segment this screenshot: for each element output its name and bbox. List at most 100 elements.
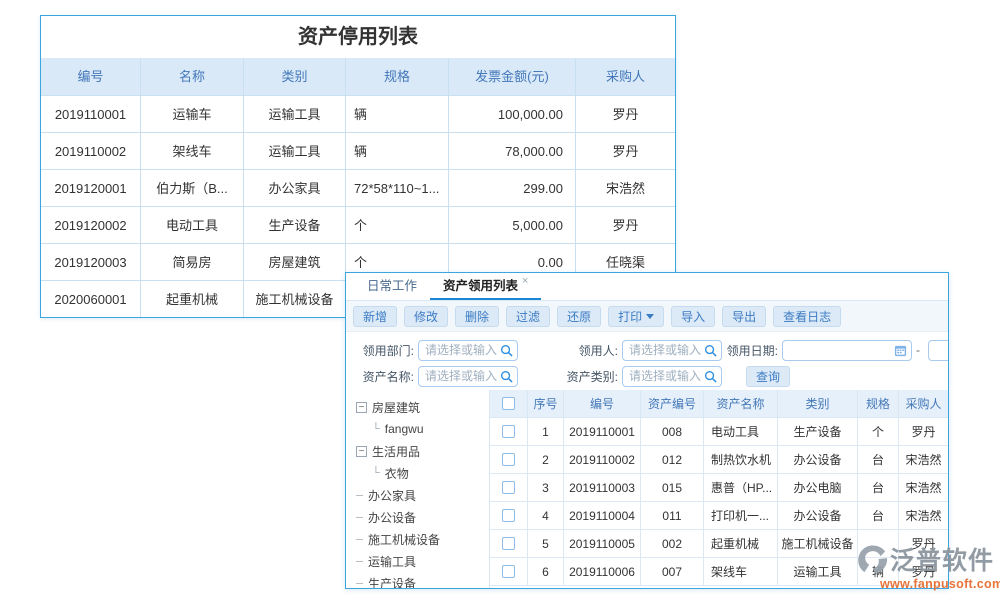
asset-category-input[interactable] bbox=[622, 365, 722, 387]
restore-button[interactable]: 还原 bbox=[557, 305, 602, 327]
asset-buyer-link[interactable]: 罗丹 bbox=[575, 206, 675, 243]
asset-name-link[interactable]: 电动工具 bbox=[703, 418, 777, 446]
buyer-link[interactable]: 罗丹 bbox=[898, 530, 948, 558]
date-from-input[interactable] bbox=[782, 339, 912, 361]
filter-button[interactable]: 过滤 bbox=[506, 305, 551, 327]
asset-name-label: 资产名称: bbox=[362, 369, 414, 384]
view-log-button[interactable]: 查看日志 bbox=[773, 305, 842, 327]
search-icon[interactable] bbox=[704, 344, 717, 357]
id-link[interactable]: 2019110002 bbox=[563, 446, 640, 474]
tree-collapse-icon[interactable]: − bbox=[356, 401, 367, 413]
search-icon[interactable] bbox=[500, 370, 513, 383]
asset-id-link[interactable]: 2019120001 bbox=[41, 169, 140, 206]
id-link[interactable]: 2019110006 bbox=[563, 558, 640, 586]
export-button[interactable]: 导出 bbox=[722, 305, 767, 327]
tab-daily-work[interactable]: 日常工作 bbox=[354, 273, 430, 300]
spec-cell: 台 bbox=[857, 502, 898, 530]
asset-category: 运输工具 bbox=[243, 132, 345, 169]
spec-cell: 辆 bbox=[857, 558, 898, 586]
button-label: 过滤 bbox=[516, 309, 541, 324]
tree-item-clothes[interactable]: └ 衣物 bbox=[372, 462, 489, 484]
asset-name-link[interactable]: 架线车 bbox=[703, 558, 777, 586]
asset-name-link[interactable]: 简易房 bbox=[140, 243, 243, 280]
asset-name-link[interactable]: 运输车 bbox=[140, 95, 243, 132]
asset-buyer-link[interactable]: 罗丹 bbox=[575, 95, 675, 132]
date-label: 领用日期: bbox=[726, 343, 778, 358]
row-checkbox[interactable] bbox=[502, 425, 515, 438]
tree-collapse-icon[interactable]: − bbox=[356, 445, 367, 457]
buyer-link[interactable]: 宋浩然 bbox=[898, 474, 948, 502]
asset-buyer-link[interactable]: 宋浩然 bbox=[575, 169, 675, 206]
asset-id-link[interactable]: 2019120002 bbox=[41, 206, 140, 243]
id-link[interactable]: 2019110001 bbox=[563, 418, 640, 446]
search-icon[interactable] bbox=[704, 370, 717, 383]
tab-close-icon[interactable]: × bbox=[522, 275, 529, 287]
id-link[interactable]: 2019110004 bbox=[563, 502, 640, 530]
buyer-link[interactable]: 罗丹 bbox=[898, 558, 948, 586]
tree-item-construction-machinery[interactable]: 施工机械设备 bbox=[356, 528, 489, 550]
tree-label: 房屋建筑 bbox=[372, 400, 421, 415]
asset-name-link[interactable]: 起重机械 bbox=[140, 280, 243, 317]
asset-no-link[interactable]: 002 bbox=[640, 530, 703, 558]
buyer-link[interactable]: 罗丹 bbox=[898, 418, 948, 446]
select-all-checkbox[interactable] bbox=[502, 397, 515, 410]
tree-branch-icon: └ bbox=[372, 467, 380, 479]
row-checkbox[interactable] bbox=[502, 481, 515, 494]
calendar-icon[interactable] bbox=[894, 344, 907, 357]
delete-button[interactable]: 删除 bbox=[455, 305, 500, 327]
tab-asset-requisition-list[interactable]: 资产领用列表 × bbox=[430, 273, 542, 300]
asset-id-link[interactable]: 2019120003 bbox=[41, 243, 140, 280]
asset-no-link[interactable]: 008 bbox=[640, 418, 703, 446]
asset-id-link[interactable]: 2019110001 bbox=[41, 95, 140, 132]
col-header-asset-no: 资产编号 bbox=[640, 390, 703, 418]
tree-item-office-furniture[interactable]: 办公家具 bbox=[356, 484, 489, 506]
row-checkbox[interactable] bbox=[502, 565, 515, 578]
asset-buyer-link[interactable]: 罗丹 bbox=[575, 132, 675, 169]
dept-input[interactable] bbox=[418, 339, 518, 361]
row-checkbox[interactable] bbox=[502, 509, 515, 522]
asset-name-link[interactable]: 伯力斯（B... bbox=[140, 169, 243, 206]
date-to-input[interactable] bbox=[928, 339, 948, 361]
buyer-link[interactable]: 宋浩然 bbox=[898, 502, 948, 530]
row-checkbox[interactable] bbox=[502, 537, 515, 550]
asset-name-link[interactable]: 架线车 bbox=[140, 132, 243, 169]
asset-no-link[interactable]: 012 bbox=[640, 446, 703, 474]
tree-item-daily-goods[interactable]: − 生活用品 bbox=[356, 440, 489, 462]
asset-name-link[interactable]: 制热饮水机 bbox=[703, 446, 777, 474]
tree-item-transport[interactable]: 运输工具 bbox=[356, 550, 489, 572]
asset-name-link[interactable]: 打印机一... bbox=[703, 502, 777, 530]
user-input[interactable] bbox=[622, 339, 722, 361]
tree-item-building[interactable]: − 房屋建筑 bbox=[356, 396, 489, 418]
edit-button[interactable]: 修改 bbox=[404, 305, 449, 327]
asset-name-input[interactable] bbox=[418, 365, 518, 387]
id-link[interactable]: 2019110005 bbox=[563, 530, 640, 558]
asset-no-link[interactable]: 015 bbox=[640, 474, 703, 502]
button-label: 导入 bbox=[681, 309, 706, 324]
asset-buyer-link[interactable]: 任晓渠 bbox=[575, 243, 675, 280]
id-link[interactable]: 2019110003 bbox=[563, 474, 640, 502]
row-checkbox[interactable] bbox=[502, 453, 515, 466]
add-button[interactable]: 新增 bbox=[353, 305, 398, 327]
search-icon[interactable] bbox=[500, 344, 513, 357]
tree-item-production-equipment[interactable]: 生产设备 bbox=[356, 572, 489, 588]
tree-item-office-equipment[interactable]: 办公设备 bbox=[356, 506, 489, 528]
print-button[interactable]: 打印 bbox=[608, 305, 665, 327]
tree-label: 生活用品 bbox=[372, 444, 421, 459]
spec-cell: 台 bbox=[857, 474, 898, 502]
tab-bar: 日常工作 资产领用列表 × bbox=[346, 273, 948, 301]
col-header-seq: 序号 bbox=[527, 390, 563, 418]
col-header-id: 编号 bbox=[41, 58, 140, 95]
asset-id-link[interactable]: 2019110002 bbox=[41, 132, 140, 169]
asset-name-link[interactable]: 起重机械 bbox=[703, 530, 777, 558]
buyer-link[interactable]: 宋浩然 bbox=[898, 446, 948, 474]
asset-no-link[interactable]: 007 bbox=[640, 558, 703, 586]
asset-no-link[interactable]: 011 bbox=[640, 502, 703, 530]
asset-name-link[interactable]: 惠普（HP... bbox=[703, 474, 777, 502]
category-cell: 办公电脑 bbox=[777, 474, 857, 502]
panel-content: − 房屋建筑 └ fangwu − 生活用品 └ 衣物 办公家具 办公设备 施工机械设备… bbox=[346, 390, 948, 588]
import-button[interactable]: 导入 bbox=[671, 305, 716, 327]
tree-item-fangwu[interactable]: └ fangwu bbox=[372, 418, 489, 440]
asset-id-link[interactable]: 2020060001 bbox=[41, 280, 140, 317]
asset-name-link[interactable]: 电动工具 bbox=[140, 206, 243, 243]
query-button[interactable]: 查询 bbox=[746, 365, 791, 387]
